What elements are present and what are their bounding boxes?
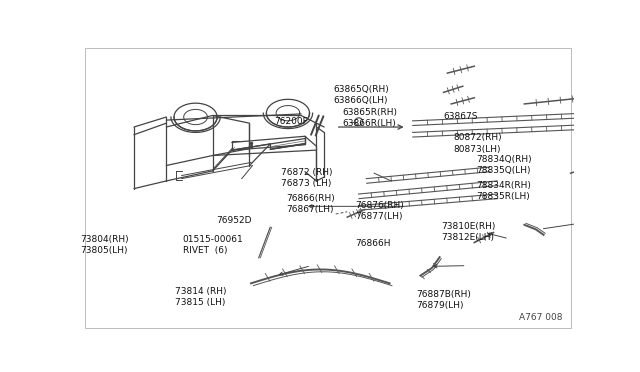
Text: 76866H: 76866H [355,239,390,248]
Text: 76952D: 76952D [216,216,252,225]
Text: 73814 (RH)
73815 (LH): 73814 (RH) 73815 (LH) [175,287,227,307]
Text: 78834R(RH)
78835R(LH): 78834R(RH) 78835R(LH) [476,181,531,201]
Text: A767 008: A767 008 [519,313,563,322]
Text: 73804(RH)
73805(LH): 73804(RH) 73805(LH) [80,235,129,255]
Text: 80872(RH)
80873(LH): 80872(RH) 80873(LH) [454,134,502,154]
Text: 78834Q(RH)
78835Q(LH): 78834Q(RH) 78835Q(LH) [476,155,531,175]
Text: 63867S: 63867S [444,112,478,121]
Text: 76200F: 76200F [274,118,308,126]
Text: 63865Q(RH)
63866Q(LH): 63865Q(RH) 63866Q(LH) [333,85,388,105]
Text: 76866(RH)
76867(LH): 76866(RH) 76867(LH) [286,193,335,214]
Text: 63865R(RH)
63866R(LH): 63865R(RH) 63866R(LH) [343,108,398,128]
Text: 73810E(RH)
73812E(LH): 73810E(RH) 73812E(LH) [442,222,496,242]
Text: 76887B(RH)
76879(LH): 76887B(RH) 76879(LH) [417,289,472,310]
Text: 01515-00061
RIVET  (6): 01515-00061 RIVET (6) [182,235,243,255]
Text: 76876(RH)
76877(LH): 76876(RH) 76877(LH) [355,201,404,221]
Text: 76872 (RH)
76873 (LH): 76872 (RH) 76873 (LH) [281,168,333,188]
